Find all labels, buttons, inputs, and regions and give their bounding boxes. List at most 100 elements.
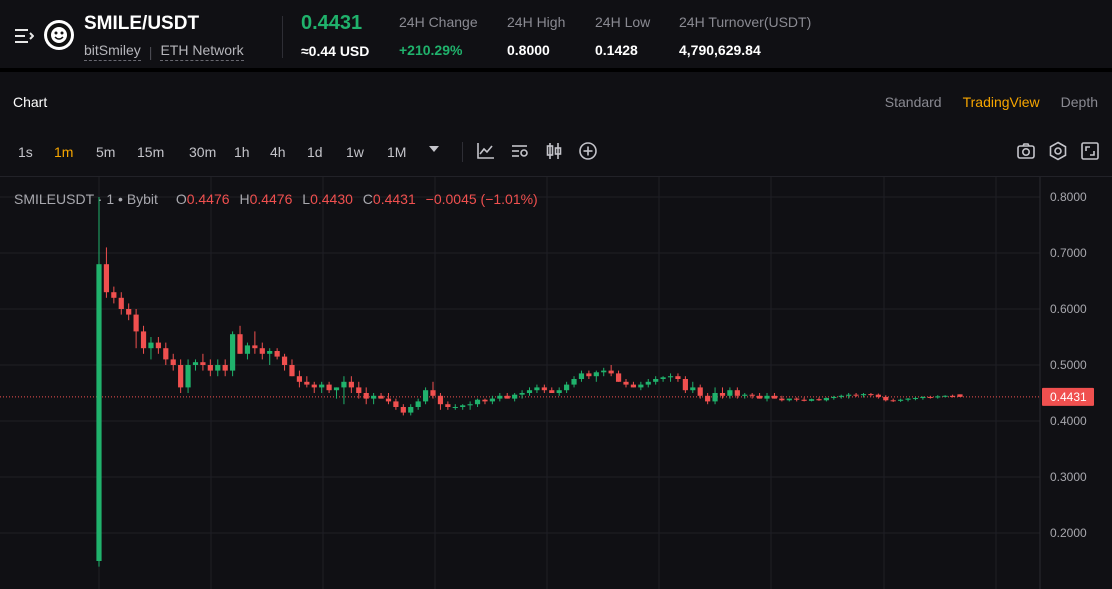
- candle-body: [875, 394, 881, 397]
- candle-body: [645, 381, 651, 385]
- pair-tags: bitSmiley | ETH Network: [84, 42, 244, 61]
- candle-body: [512, 394, 518, 399]
- display-settings-icon[interactable]: [510, 141, 530, 161]
- fullscreen-icon[interactable]: [1080, 141, 1100, 161]
- candle-body: [593, 372, 599, 377]
- candle-body: [482, 399, 488, 402]
- candle-body: [742, 394, 748, 396]
- candle-body: [163, 348, 169, 360]
- menu-icon[interactable]: [14, 27, 34, 45]
- price-chart[interactable]: 0.8000 0.7000 0.6000 0.5000 0.4000 0.3000 0.20…: [0, 176, 1112, 589]
- indicators-icon[interactable]: [476, 141, 496, 161]
- candle-body: [118, 297, 124, 309]
- interval-1s[interactable]: 1s: [18, 144, 33, 160]
- camera-icon[interactable]: [1016, 141, 1036, 161]
- candle-body: [660, 377, 666, 379]
- candle-body: [393, 401, 399, 407]
- candle-body: [474, 399, 481, 405]
- stat-24h-low: 24H Low 0.1428: [595, 14, 650, 58]
- candle-body: [697, 387, 703, 396]
- settings-icon[interactable]: [1048, 141, 1068, 161]
- pair-name[interactable]: SMILE/USDT: [84, 13, 200, 34]
- interval-1w[interactable]: 1w: [346, 144, 364, 160]
- candle-body: [615, 373, 622, 382]
- candle-body: [363, 393, 369, 399]
- candle-body: [623, 381, 629, 385]
- candle-body: [578, 373, 585, 379]
- candle-body: [556, 390, 562, 393]
- candle-body: [437, 395, 444, 405]
- candle-body: [823, 398, 829, 401]
- interval-1d[interactable]: 1d: [307, 144, 323, 160]
- tab-standard[interactable]: Standard: [884, 94, 942, 110]
- candle-body: [378, 395, 384, 399]
- candle-body: [244, 345, 251, 354]
- network-tag[interactable]: ETH Network: [160, 42, 244, 61]
- candle-body: [274, 351, 280, 357]
- legend-high: 0.4476: [249, 191, 293, 207]
- candle-body: [586, 373, 592, 377]
- interval-5m[interactable]: 5m: [96, 144, 116, 160]
- candle-body: [230, 334, 236, 371]
- candle-body: [430, 390, 436, 396]
- candle-body: [185, 365, 191, 388]
- candle-body: [860, 394, 867, 396]
- tab-depth[interactable]: Depth: [1060, 94, 1098, 110]
- chart-toolbar: 1s 1m 5m 15m 30m 1h 4h 1d 1w 1M: [0, 136, 1112, 168]
- candle-body: [281, 356, 288, 365]
- interval-selector: 1s 1m 5m 15m 30m 1h 4h 1d 1w 1M: [18, 144, 417, 160]
- candle-body: [719, 393, 726, 396]
- y-tick-label: 0.8000: [1050, 190, 1087, 204]
- candle-body: [883, 396, 889, 401]
- candle-body: [133, 314, 139, 332]
- candle-body: [705, 395, 711, 402]
- stat-24h-turnover: 24H Turnover(USDT) 4,790,629.84: [679, 14, 811, 58]
- candle-body: [794, 398, 800, 400]
- candle-body: [200, 362, 206, 365]
- legend-close: 0.4431: [372, 191, 416, 207]
- candle-body: [927, 396, 933, 398]
- candle-body: [920, 396, 926, 399]
- chart-title[interactable]: Chart: [13, 94, 48, 110]
- interval-15m[interactable]: 15m: [137, 144, 165, 160]
- interval-1h[interactable]: 1h: [234, 144, 250, 160]
- candle-body: [630, 384, 637, 388]
- candle-body: [682, 379, 688, 391]
- y-tick-label: 0.6000: [1050, 302, 1087, 316]
- interval-30m[interactable]: 30m: [189, 144, 217, 160]
- candle-body: [341, 381, 347, 388]
- legend-interval: 1: [106, 191, 115, 207]
- interval-4h[interactable]: 4h: [270, 144, 286, 160]
- candle-body: [192, 362, 199, 365]
- add-indicator-icon[interactable]: [578, 141, 598, 161]
- stat-value: 4,790,629.84: [679, 42, 761, 58]
- usd-price: ≈0.44 USD: [301, 43, 370, 59]
- tab-tradingview[interactable]: TradingView: [962, 94, 1040, 110]
- candle-body: [526, 390, 533, 393]
- project-tag[interactable]: bitSmiley: [84, 42, 141, 61]
- interval-1m[interactable]: 1m: [54, 144, 74, 160]
- interval-1M[interactable]: 1M: [387, 144, 407, 160]
- candle-body: [356, 387, 362, 393]
- y-tick-label: 0.7000: [1050, 246, 1087, 260]
- candle-body: [311, 384, 317, 388]
- stat-label: 24H Change: [399, 14, 478, 30]
- candlestick-chart[interactable]: 0.8000 0.7000 0.6000 0.5000 0.4000 0.3000 0.20…: [0, 177, 1112, 589]
- candle-body: [259, 348, 265, 354]
- stat-value: 0.1428: [595, 42, 638, 58]
- candle-body: [504, 395, 510, 399]
- candle-body: [148, 342, 154, 349]
- candle-body: [653, 379, 659, 382]
- candle-body: [756, 395, 763, 399]
- token-logo-icon: [44, 20, 74, 50]
- candle-body: [667, 376, 674, 378]
- candle-body: [957, 394, 963, 397]
- candle-body: [111, 292, 117, 298]
- stat-label: 24H High: [507, 14, 566, 30]
- candle-body: [170, 359, 176, 365]
- candle-body: [831, 396, 837, 399]
- more-intervals-caret-icon[interactable]: [427, 142, 447, 162]
- candle-type-icon[interactable]: [544, 141, 564, 161]
- candle-body: [942, 395, 948, 397]
- candle-body: [222, 365, 228, 371]
